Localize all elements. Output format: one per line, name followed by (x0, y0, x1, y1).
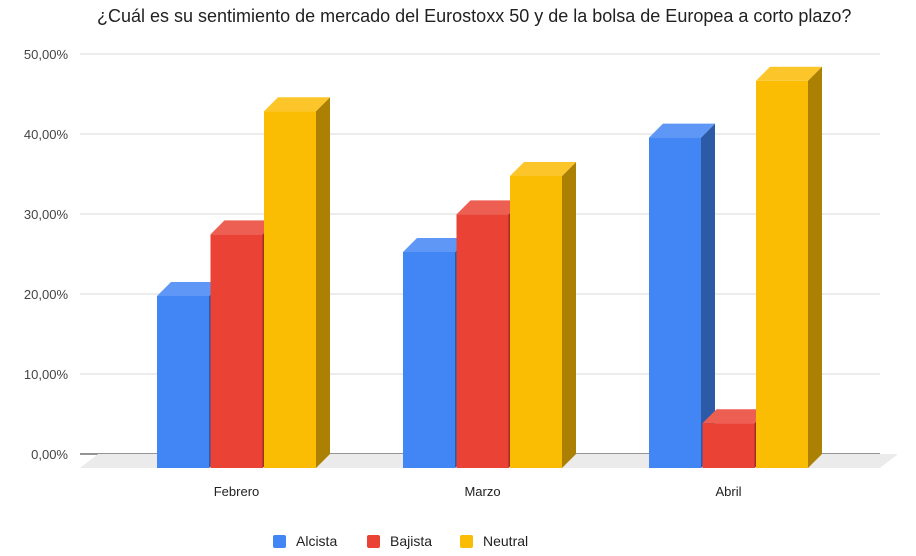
bar-neutral-febrero-side (316, 97, 330, 468)
y-tick-label: 50,00% (24, 47, 69, 62)
bar-neutral-febrero (264, 111, 316, 468)
bar-bajista-febrero (210, 234, 263, 468)
bar-neutral-abril-side (808, 66, 822, 469)
bar-neutral-marzo-top (510, 162, 576, 176)
bar-bajista-abril-top (702, 409, 769, 424)
legend-label-alcista: Alcista (296, 533, 338, 549)
bar-neutral-febrero-top (264, 97, 330, 112)
bar-alcista-febrero-top (157, 282, 223, 296)
legend-swatch-neutral (460, 534, 473, 548)
legend-item-neutral[interactable]: Neutral (460, 533, 528, 549)
bar-neutral-abril (756, 80, 808, 469)
bar-bajista-marzo-top (456, 200, 523, 215)
x-tick-label: Abril (715, 484, 741, 499)
bar-neutral-marzo (510, 176, 562, 468)
bar-alcista-abril (649, 137, 701, 468)
bar-neutral-abril-top (756, 66, 822, 81)
legend-swatch-alcista (273, 534, 286, 548)
legend-swatch-bajista (367, 534, 380, 548)
y-tick-label: 10,00% (24, 367, 69, 382)
legend-label-neutral: Neutral (483, 533, 529, 549)
chart-title: ¿Cuál es su sentimiento de mercado del E… (97, 6, 852, 26)
bar-bajista-marzo (456, 214, 509, 468)
bar-alcista-abril-side (701, 123, 715, 468)
x-tick-label: Marzo (464, 484, 500, 499)
bar-alcista-febrero (157, 296, 209, 468)
bar-bajista-febrero-top (210, 220, 277, 235)
bar-alcista-marzo-top (403, 238, 469, 252)
y-tick-label: 0,00% (31, 447, 68, 462)
bar-neutral-marzo-side (562, 162, 576, 468)
bar-bajista-abril (702, 423, 755, 468)
bar-alcista-abril-top (649, 123, 715, 138)
x-tick-label: Febrero (214, 484, 260, 499)
y-tick-label: 40,00% (24, 127, 69, 142)
y-tick-label: 30,00% (24, 207, 69, 222)
legend-label-bajista: Bajista (390, 533, 433, 549)
y-tick-label: 20,00% (24, 287, 69, 302)
bar-alcista-marzo (403, 252, 455, 468)
legend-item-bajista[interactable]: Bajista (367, 533, 432, 549)
legend-item-alcista[interactable]: Alcista (273, 533, 337, 549)
